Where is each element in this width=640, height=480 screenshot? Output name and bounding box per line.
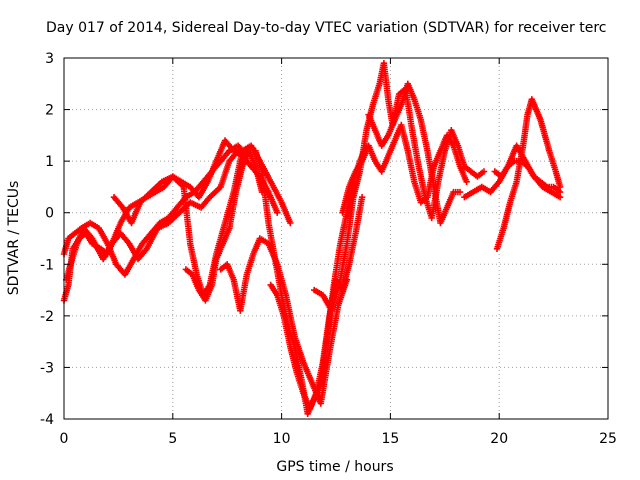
plot-series <box>60 60 564 417</box>
y-tick-label: -4 <box>40 412 54 428</box>
data-point-marker <box>274 209 281 216</box>
y-tick-label: 3 <box>45 51 54 67</box>
series-sat-track-b <box>60 142 250 278</box>
x-tick-label: 20 <box>490 431 508 447</box>
x-tick-label: 0 <box>60 431 69 447</box>
data-point-marker <box>480 168 488 175</box>
series-sat-track-n <box>491 157 564 196</box>
data-point-marker <box>456 188 464 196</box>
y-tick-labels: -4 -3 -2 -1 0 1 2 3 <box>40 51 54 428</box>
series-sat-track-e <box>182 147 266 304</box>
data-point-marker <box>358 194 366 201</box>
y-tick-label: -3 <box>40 360 54 376</box>
y-tick-label: 2 <box>45 103 54 119</box>
series-sat-track-c <box>63 147 242 283</box>
y-tick-label: -2 <box>40 309 54 325</box>
y-tick-label: 1 <box>45 154 54 170</box>
series-sat-track-k <box>365 80 464 227</box>
axis-ticks <box>63 57 609 420</box>
x-axis-label: GPS time / hours <box>276 459 393 475</box>
chart-title: Day 017 of 2014, Sidereal Day-to-day VTE… <box>46 20 606 36</box>
series-sat-track-j <box>339 121 470 216</box>
series-sat-track-f <box>217 235 351 407</box>
y-tick-label: 0 <box>45 206 54 222</box>
x-tick-labels: 0 5 10 15 20 25 <box>60 431 617 447</box>
x-tick-label: 5 <box>168 431 177 447</box>
x-tick-label: 10 <box>273 431 291 447</box>
series-sat-track-m <box>493 96 564 252</box>
series-sat-track-i <box>311 60 488 314</box>
data-point-marker <box>287 219 294 227</box>
plot-frame <box>63 57 609 420</box>
data-point-marker <box>556 188 564 196</box>
y-axis-label: SDTVAR / TECUs <box>6 181 22 296</box>
x-tick-label: 15 <box>381 431 399 447</box>
data-point-marker <box>463 178 470 185</box>
x-tick-label: 25 <box>599 431 617 447</box>
y-tick-label: -1 <box>40 257 54 273</box>
